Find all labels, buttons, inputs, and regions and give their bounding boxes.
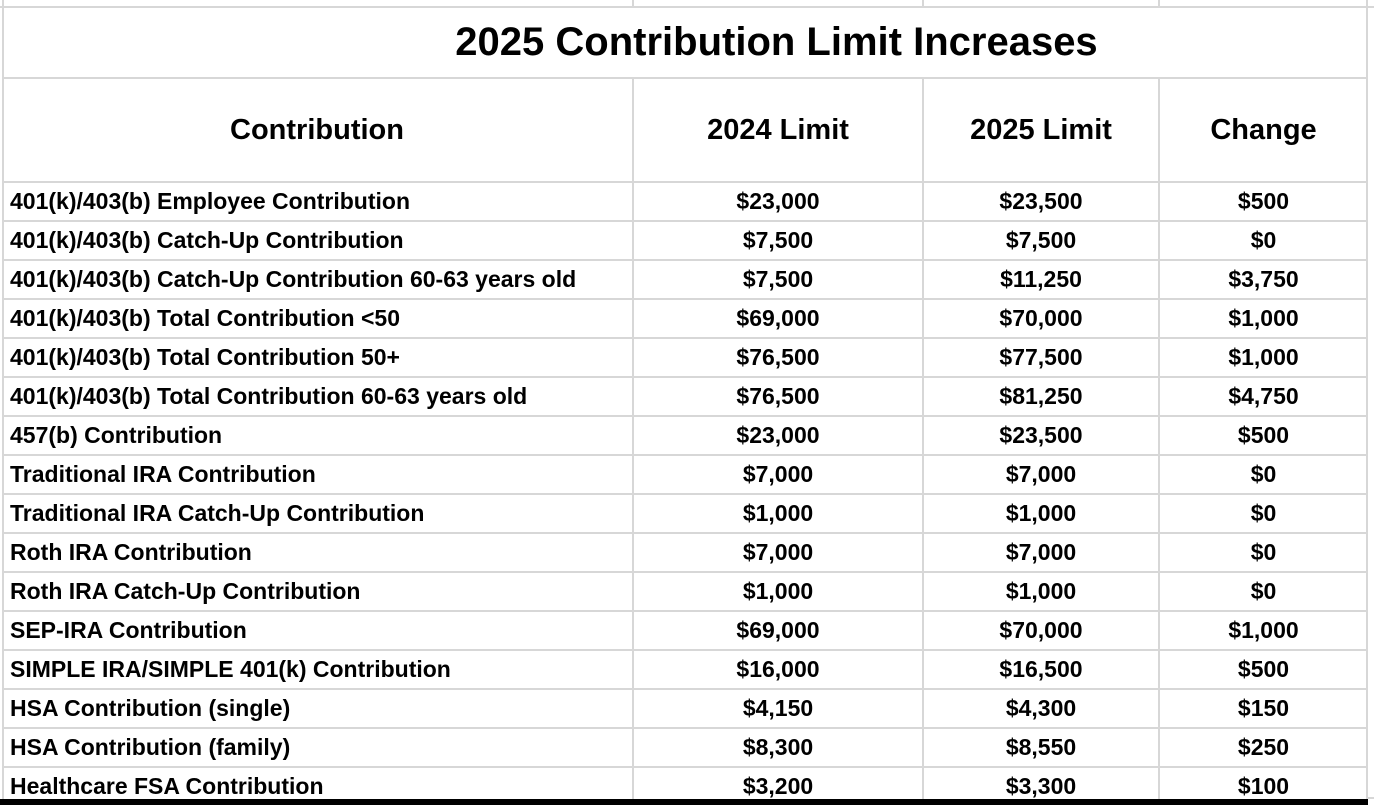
contribution-limits-table: 2025 Contribution Limit Increases Contri…	[2, 8, 1367, 805]
value-2024-limit: $8,300	[632, 727, 922, 766]
column-header-2025-limit: 2025 Limit	[922, 77, 1158, 181]
column-header-2024-limit: 2024 Limit	[632, 77, 922, 181]
value-2025-limit: $70,000	[922, 610, 1158, 649]
row-label: 401(k)/403(b) Total Contribution 50+	[2, 337, 632, 376]
row-label: 457(b) Contribution	[2, 415, 632, 454]
row-label: 401(k)/403(b) Total Contribution 60-63 y…	[2, 376, 632, 415]
value-change: $150	[1158, 688, 1367, 727]
row-label: 401(k)/403(b) Total Contribution <50	[2, 298, 632, 337]
value-2025-limit: $4,300	[922, 688, 1158, 727]
column-header-contribution: Contribution	[2, 77, 632, 181]
value-2025-limit: $1,000	[922, 493, 1158, 532]
value-2025-limit: $7,000	[922, 454, 1158, 493]
row-label: HSA Contribution (family)	[2, 727, 632, 766]
row-label: 401(k)/403(b) Catch-Up Contribution 60-6…	[2, 259, 632, 298]
row-label: 401(k)/403(b) Catch-Up Contribution	[2, 220, 632, 259]
row-label: Healthcare FSA Contribution	[2, 766, 632, 805]
column-header-change: Change	[1158, 77, 1367, 181]
column-divider-tick	[1158, 0, 1160, 6]
gridline-stub	[1368, 797, 1374, 799]
value-change: $1,000	[1158, 337, 1367, 376]
value-2024-limit: $69,000	[632, 298, 922, 337]
value-2024-limit: $7,000	[632, 532, 922, 571]
value-2025-limit: $70,000	[922, 298, 1158, 337]
row-label: SIMPLE IRA/SIMPLE 401(k) Contribution	[2, 649, 632, 688]
value-2024-limit: $3,200	[632, 766, 922, 805]
value-2024-limit: $7,500	[632, 220, 922, 259]
row-label: HSA Contribution (single)	[2, 688, 632, 727]
value-change: $100	[1158, 766, 1367, 805]
value-2024-limit: $1,000	[632, 493, 922, 532]
value-2025-limit: $7,000	[922, 532, 1158, 571]
value-change: $1,000	[1158, 298, 1367, 337]
row-label: Traditional IRA Catch-Up Contribution	[2, 493, 632, 532]
value-2025-limit: $11,250	[922, 259, 1158, 298]
value-2024-limit: $7,500	[632, 259, 922, 298]
value-change: $0	[1158, 532, 1367, 571]
value-change: $3,750	[1158, 259, 1367, 298]
value-2024-limit: $23,000	[632, 415, 922, 454]
value-change: $0	[1158, 220, 1367, 259]
value-change: $500	[1158, 649, 1367, 688]
value-2025-limit: $16,500	[922, 649, 1158, 688]
value-change: $250	[1158, 727, 1367, 766]
value-2025-limit: $81,250	[922, 376, 1158, 415]
value-2024-limit: $16,000	[632, 649, 922, 688]
value-change: $0	[1158, 493, 1367, 532]
value-2024-limit: $69,000	[632, 610, 922, 649]
table-right-gridline	[1366, 0, 1368, 799]
value-change: $4,750	[1158, 376, 1367, 415]
value-change: $0	[1158, 571, 1367, 610]
value-2025-limit: $8,550	[922, 727, 1158, 766]
table-left-gridline	[2, 0, 4, 799]
column-divider-tick	[922, 0, 924, 6]
row-label: Roth IRA Contribution	[2, 532, 632, 571]
row-label: Traditional IRA Contribution	[2, 454, 632, 493]
value-2025-limit: $3,300	[922, 766, 1158, 805]
value-change: $500	[1158, 181, 1367, 220]
value-2025-limit: $23,500	[922, 415, 1158, 454]
table-title: 2025 Contribution Limit Increases	[2, 8, 1367, 77]
value-2025-limit: $7,500	[922, 220, 1158, 259]
value-change: $1,000	[1158, 610, 1367, 649]
value-2025-limit: $77,500	[922, 337, 1158, 376]
cropped-row-above	[0, 0, 1374, 8]
row-label: SEP-IRA Contribution	[2, 610, 632, 649]
value-change: $0	[1158, 454, 1367, 493]
value-2024-limit: $4,150	[632, 688, 922, 727]
value-2025-limit: $23,500	[922, 181, 1158, 220]
value-2024-limit: $7,000	[632, 454, 922, 493]
value-2025-limit: $1,000	[922, 571, 1158, 610]
value-2024-limit: $23,000	[632, 181, 922, 220]
value-2024-limit: $1,000	[632, 571, 922, 610]
row-label: 401(k)/403(b) Employee Contribution	[2, 181, 632, 220]
column-divider-tick	[632, 0, 634, 6]
value-2024-limit: $76,500	[632, 376, 922, 415]
row-label: Roth IRA Catch-Up Contribution	[2, 571, 632, 610]
value-change: $500	[1158, 415, 1367, 454]
value-2024-limit: $76,500	[632, 337, 922, 376]
table-bottom-border	[0, 799, 1368, 805]
